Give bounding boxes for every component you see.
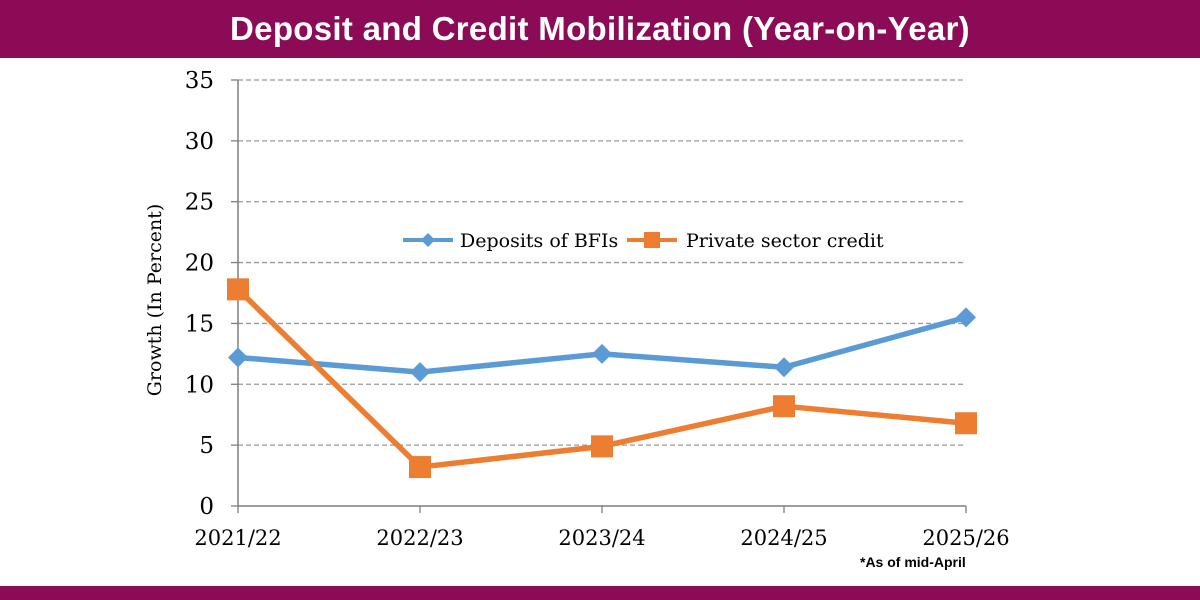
legend-marker-credit [644, 232, 660, 248]
data-point-deposits [956, 307, 976, 328]
x-tick-label: 2021/22 [194, 526, 281, 550]
y-tick-label: 10 [185, 372, 214, 398]
y-axis-label: Growth (In Percent) [144, 204, 166, 397]
data-point-credit [409, 456, 431, 479]
y-tick-label: 35 [185, 68, 214, 94]
page-title: Deposit and Credit Mobilization (Year-on… [230, 10, 970, 47]
data-point-deposits [592, 343, 612, 364]
legend-label-deposits: Deposits of BFIs [460, 230, 618, 252]
y-tick-labels: 0 5 10 15 20 25 30 35 [185, 68, 214, 520]
legend-marker-deposits [421, 233, 435, 247]
y-tick-label: 25 [185, 190, 214, 216]
data-point-deposits [228, 347, 248, 368]
line-chart: 0 5 10 15 20 25 30 35 2021/22 2022/23 2023/24 2024… [144, 68, 1010, 550]
series-lines [227, 278, 977, 479]
x-tick-label: 2024/25 [740, 526, 827, 550]
legend-label-credit: Private sector credit [686, 230, 884, 252]
gridlines [238, 79, 966, 446]
data-point-deposits [410, 362, 430, 383]
y-tick-label: 30 [185, 129, 214, 155]
x-tick-labels: 2021/22 2022/23 2023/24 2024/25 2025/26 [194, 526, 1009, 550]
y-tick-label: 20 [185, 251, 214, 277]
y-tick-label: 15 [185, 311, 214, 337]
x-tick-label: 2025/26 [922, 526, 1009, 550]
data-point-credit [773, 395, 795, 418]
x-tick-label: 2022/23 [376, 526, 463, 550]
x-tick-label: 2023/24 [558, 526, 645, 550]
y-tick-label: 0 [199, 494, 214, 520]
title-banner: Deposit and Credit Mobilization (Year-on… [0, 0, 1200, 58]
data-point-credit [227, 278, 249, 301]
data-point-credit [591, 435, 613, 458]
legend: Deposits of BFIs Private sector credit [403, 230, 884, 252]
y-tick-label: 5 [199, 433, 214, 459]
footnote: *As of mid-April [860, 554, 966, 570]
data-point-deposits [774, 357, 794, 378]
footer-bar [0, 586, 1200, 600]
data-point-credit [955, 412, 977, 435]
